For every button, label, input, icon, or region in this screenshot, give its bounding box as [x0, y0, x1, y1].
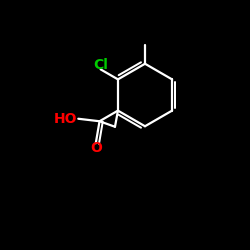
Text: HO: HO: [54, 112, 77, 126]
Text: Cl: Cl: [93, 58, 108, 72]
Text: O: O: [90, 141, 102, 155]
